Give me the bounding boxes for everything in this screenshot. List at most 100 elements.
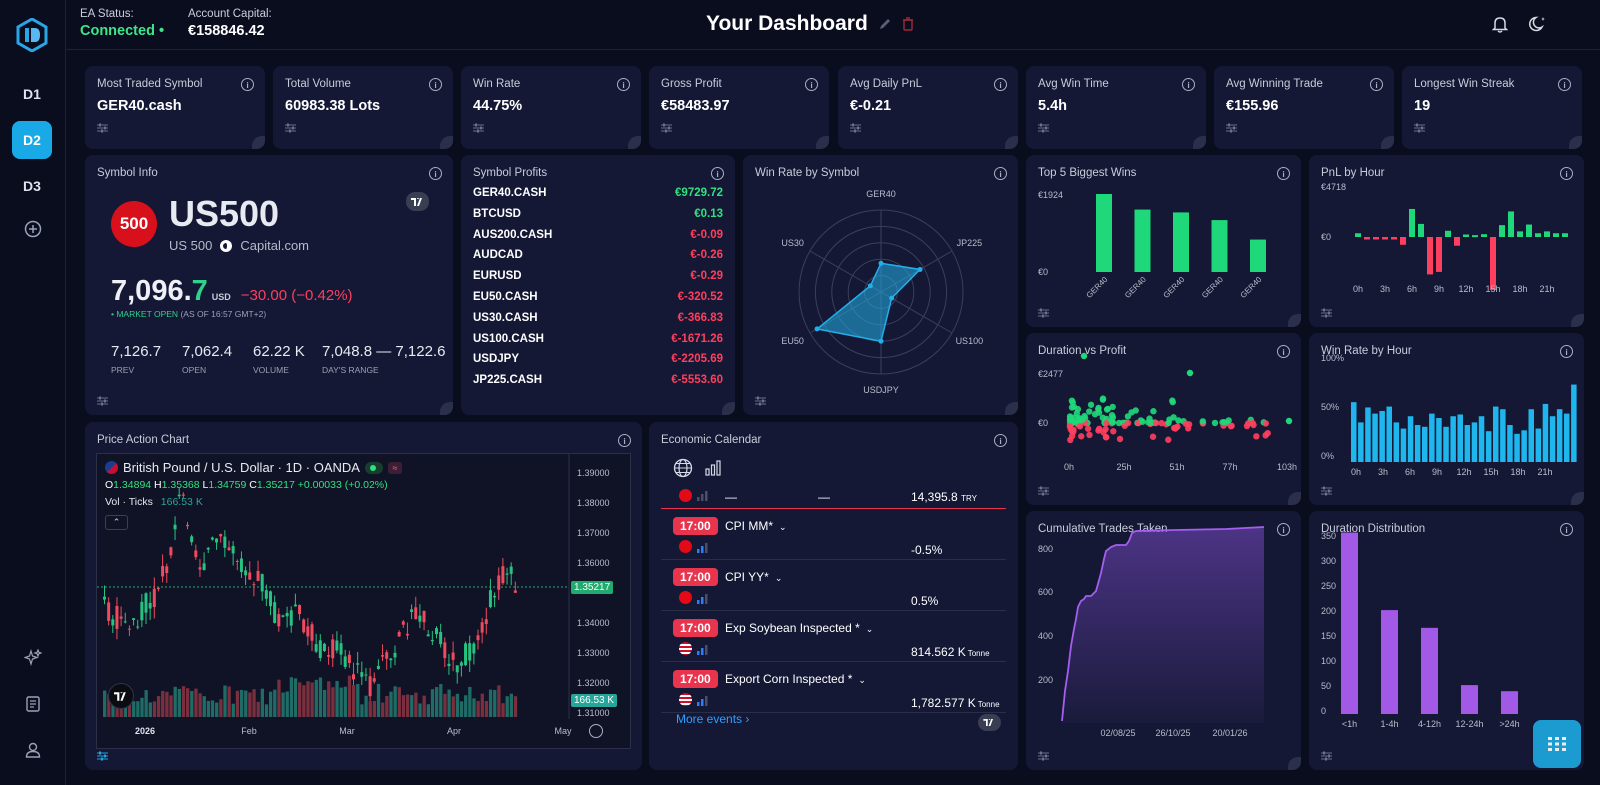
settings-sliders-icon[interactable] [1038,751,1049,761]
info-icon[interactable]: i [618,434,631,447]
resize-handle[interactable] [628,136,641,149]
globe-filter-icon[interactable] [673,458,693,478]
settings-sliders-icon[interactable] [1038,308,1049,318]
candle-body [298,604,302,615]
chevron-down-icon[interactable]: ⌄ [779,522,787,532]
resize-handle[interactable] [440,402,453,415]
info-icon[interactable]: i [994,167,1007,180]
resize-handle[interactable] [1005,402,1018,415]
chevron-down-icon[interactable]: ⌄ [865,624,874,634]
info-icon[interactable]: i [241,78,254,91]
user-icon[interactable] [22,739,44,761]
resize-handle[interactable] [722,402,735,415]
duration-bar [1501,691,1518,714]
info-icon[interactable]: i [1277,345,1290,358]
resize-handle[interactable] [1288,757,1301,770]
settings-sliders-icon[interactable] [1038,486,1049,496]
calendar-event-row[interactable]: 17:00 Exp Soybean Inspected * ⌄ 814.562 K To… [661,612,1006,662]
settings-sliders-icon[interactable] [97,751,108,761]
resize-handle[interactable] [252,136,265,149]
settings-sliders-icon[interactable] [1321,308,1332,318]
delete-icon[interactable] [902,17,914,31]
info-icon[interactable]: i [1370,78,1383,91]
edit-icon[interactable] [878,17,892,31]
tradingview-badge-icon[interactable] [406,192,429,211]
symbol-profit-row[interactable]: EURUSD €-0.29 [473,270,723,282]
resize-handle[interactable] [816,136,829,149]
y-tick-label: 100% [1321,353,1344,363]
settings-sliders-icon[interactable] [97,396,108,406]
symbol-profit-row[interactable]: USDJPY €-2205.69 [473,353,723,365]
resize-handle[interactable] [1288,492,1301,505]
bar-chart-filter-icon[interactable] [704,459,722,477]
calendar-event-row[interactable]: 17:00 CPI MM* ⌄ -0.5% [661,510,1006,560]
symbol-profit-row[interactable]: US30.CASH €-366.83 [473,312,723,324]
info-icon[interactable]: i [1277,167,1290,180]
chevron-down-icon[interactable]: ⌄ [858,675,866,685]
candle-body [119,616,123,619]
info-icon[interactable]: i [994,78,1007,91]
sidebar-item-d1[interactable]: D1 [12,75,52,113]
resize-handle[interactable] [1571,314,1584,327]
info-icon[interactable]: i [1277,523,1290,536]
tradingview-widget[interactable]: 1.39000 1.38000 1.37000 1.36000 1.34000 1.330… [96,453,631,749]
info-icon[interactable]: i [617,78,630,91]
symbol-profit-row[interactable]: AUS200.CASH €-0.09 [473,229,723,241]
settings-sliders-icon[interactable] [97,120,108,138]
symbol-profit-row[interactable]: JP225.CASH €-5553.60 [473,374,723,386]
settings-sliders-icon[interactable] [1038,120,1049,138]
tradingview-logo-icon[interactable] [108,683,134,709]
info-icon[interactable]: i [1560,345,1573,358]
resize-handle[interactable] [1381,136,1394,149]
symbol-profit-row[interactable]: BTCUSD €0.13 [473,208,723,220]
settings-sliders-icon[interactable] [285,120,296,138]
symbol-profit-row[interactable]: EU50.CASH €-320.52 [473,291,723,303]
collapse-legend-button[interactable]: ⌃ [105,515,128,530]
info-icon[interactable]: i [1558,78,1571,91]
info-icon[interactable]: i [429,167,442,180]
info-icon[interactable]: i [994,434,1007,447]
chart-settings-icon[interactable] [589,724,603,738]
calendar-row-current[interactable]: — — 14,395.8 TRY [661,484,1006,509]
journal-icon[interactable] [22,693,44,715]
settings-sliders-icon[interactable] [1321,486,1332,496]
app-logo-icon[interactable] [16,18,48,52]
sidebar-item-d3[interactable]: D3 [12,167,52,205]
candle-body [132,618,136,620]
symbol-profit-row[interactable]: US100.CASH €-1671.26 [473,333,723,345]
info-icon[interactable]: i [429,78,442,91]
info-icon[interactable]: i [1182,78,1195,91]
settings-sliders-icon[interactable] [1414,120,1425,138]
widgets-menu-button[interactable] [1533,720,1581,768]
symbol-profit-row[interactable]: AUDCAD €-0.26 [473,249,723,261]
resize-handle[interactable] [1569,136,1582,149]
info-icon[interactable]: i [805,78,818,91]
chevron-down-icon[interactable]: ⌄ [774,573,783,583]
sparkles-icon[interactable] [22,647,44,669]
settings-sliders-icon[interactable] [1226,120,1237,138]
settings-sliders-icon[interactable] [661,120,672,138]
calendar-event-row[interactable]: 17:00 Export Corn Inspected * ⌄ 1,782.577 K… [661,663,1006,713]
tradingview-badge-icon[interactable] [978,714,1001,731]
x-tick-label: GER40 [1200,275,1225,300]
resize-handle[interactable] [1571,492,1584,505]
info-icon[interactable]: i [1560,167,1573,180]
settings-sliders-icon[interactable] [1321,751,1332,761]
sidebar-item-d2[interactable]: D2 [12,121,52,159]
resize-handle[interactable] [1193,136,1206,149]
resize-handle[interactable] [1288,314,1301,327]
info-icon[interactable]: i [711,167,724,180]
resize-handle[interactable] [440,136,453,149]
calendar-event-row[interactable]: 17:00 CPI YY* ⌄ 0.5% [661,561,1006,611]
settings-sliders-icon[interactable] [473,120,484,138]
theme-toggle-icon[interactable] [1528,14,1548,34]
resize-handle[interactable] [1005,136,1018,149]
settings-sliders-icon[interactable] [850,120,861,138]
notifications-bell-icon[interactable] [1490,14,1510,34]
chart-mode-icon[interactable]: ≈ [387,461,402,474]
add-dashboard-icon[interactable] [22,218,44,240]
symbol-profit-row[interactable]: GER40.CASH €9729.72 [473,187,723,199]
info-icon[interactable]: i [1560,523,1573,536]
more-events-link[interactable]: More events › [676,712,750,726]
settings-sliders-icon[interactable] [755,396,766,406]
